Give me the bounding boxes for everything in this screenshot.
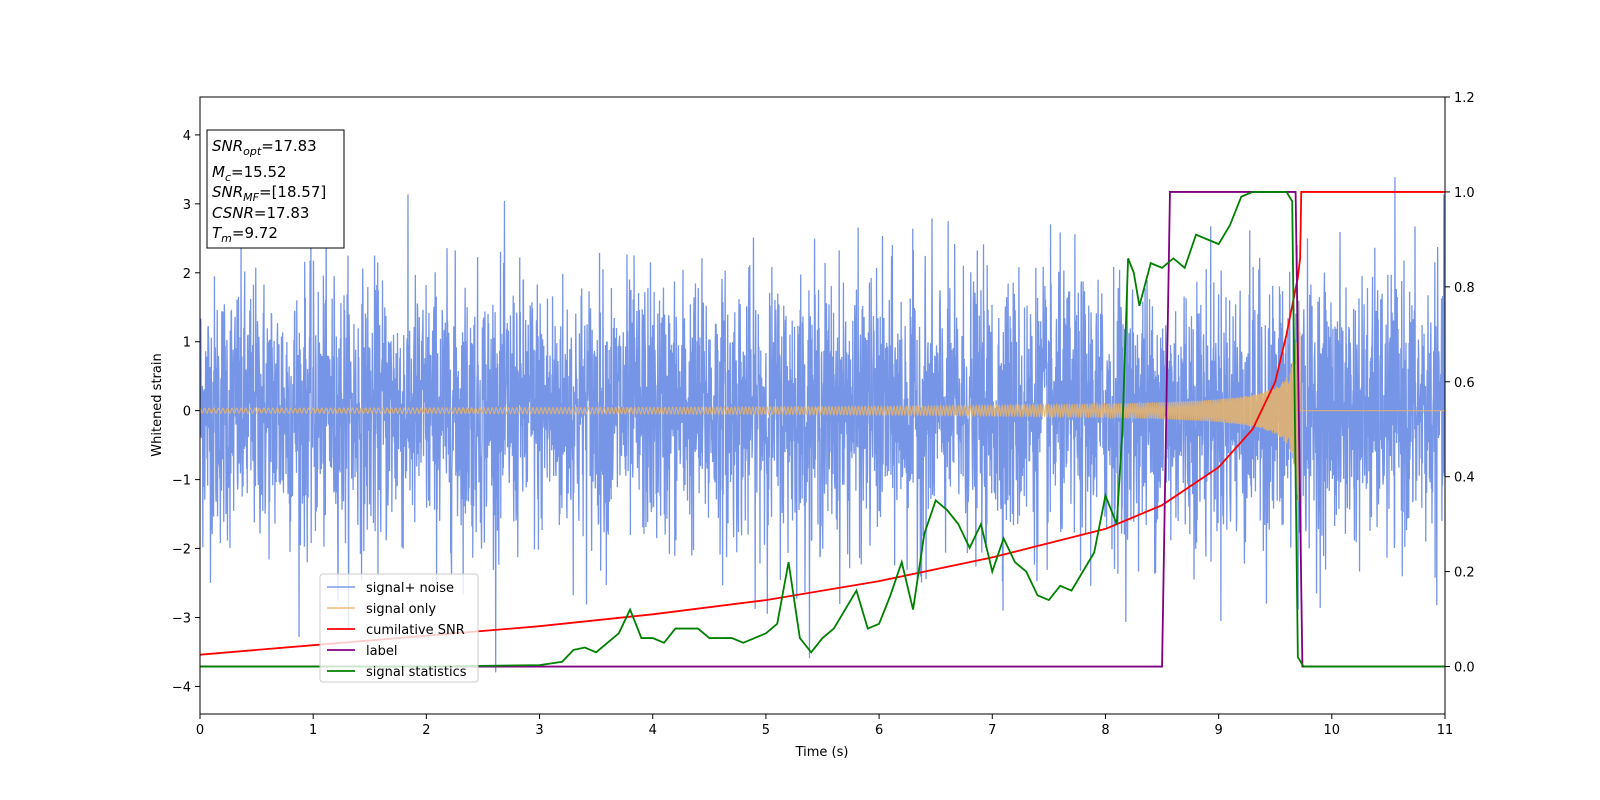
legend-label: signal only	[366, 602, 436, 617]
y-tick-label: 3	[183, 198, 191, 213]
y-right-tick-label: 0.4	[1454, 471, 1475, 486]
y-tick-label: −4	[172, 680, 191, 695]
x-tick-label: 0	[196, 723, 204, 738]
cumulative-snr-line	[200, 191, 1445, 656]
annotation-line: Tm=9.72	[212, 224, 278, 245]
signal-statistics-line	[200, 191, 1445, 668]
signal-only-series	[200, 300, 1445, 501]
x-tick-label: 10	[1324, 723, 1341, 738]
legend-label: cumilative SNR	[366, 623, 465, 638]
x-tick-label: 2	[422, 723, 430, 738]
annotation-box-frame	[206, 129, 345, 249]
x-tick-label: 3	[535, 723, 543, 738]
y-axis-label: Whitened strain	[150, 353, 165, 456]
x-tick-label: 9	[1214, 723, 1222, 738]
y-right-tick-label: 1.2	[1454, 91, 1475, 106]
x-tick-label: 1	[309, 723, 317, 738]
annotation-line: SNRopt=17.83	[212, 137, 317, 158]
x-tick-label: 8	[1101, 723, 1109, 738]
annotation-line: SNRMF=[18.57]	[212, 183, 326, 204]
y-tick-label: 4	[183, 129, 191, 144]
plot-frame	[199, 96, 1446, 715]
y-tick-label: −2	[172, 543, 191, 558]
y-tick-label: 0	[183, 405, 191, 420]
right-axis-series	[200, 191, 1445, 668]
legend-frame	[319, 573, 479, 683]
y-right-tick-label: 0.6	[1454, 376, 1475, 391]
annotation-box: SNRopt=17.83 Mc=15.52SNRMF=[18.57]CSNR=17…	[206, 129, 345, 249]
y-right-tick-label: 0.0	[1454, 661, 1475, 676]
y-tick-label: 1	[183, 336, 191, 351]
y-tick-label: −1	[172, 474, 191, 489]
y-axis-right: 1.2 1.0 0.8 0.6 0.4 0.2 0.0	[1445, 91, 1475, 676]
x-tick-label: 5	[762, 723, 770, 738]
legend-label: signal statistics	[366, 665, 467, 680]
legend-label: label	[366, 644, 397, 659]
x-axis: 0 1 2 3 4 5 6 7 8 9 10 11	[196, 714, 1453, 738]
annotation-line: Mc=15.52	[212, 163, 287, 184]
x-tick-label: 11	[1437, 723, 1454, 738]
y-axis-left: 4 3 2 1 0 −1 −2 −3 −4	[172, 129, 200, 695]
y-right-tick-label: 1.0	[1454, 186, 1475, 201]
legend: signal+ noise signal only cumilative SNR la…	[319, 573, 479, 683]
signal-only-line	[200, 300, 1445, 501]
y-tick-label: 2	[183, 267, 191, 282]
y-tick-label: −3	[172, 611, 191, 626]
x-axis-label: Time (s)	[795, 745, 849, 760]
x-tick-label: 4	[649, 723, 657, 738]
x-tick-label: 6	[875, 723, 883, 738]
x-tick-label: 7	[988, 723, 996, 738]
legend-label: signal+ noise	[366, 581, 454, 596]
y-right-tick-label: 0.8	[1454, 281, 1475, 296]
annotation-line: CSNR=17.83	[212, 204, 309, 222]
y-right-tick-label: 0.2	[1454, 566, 1475, 581]
